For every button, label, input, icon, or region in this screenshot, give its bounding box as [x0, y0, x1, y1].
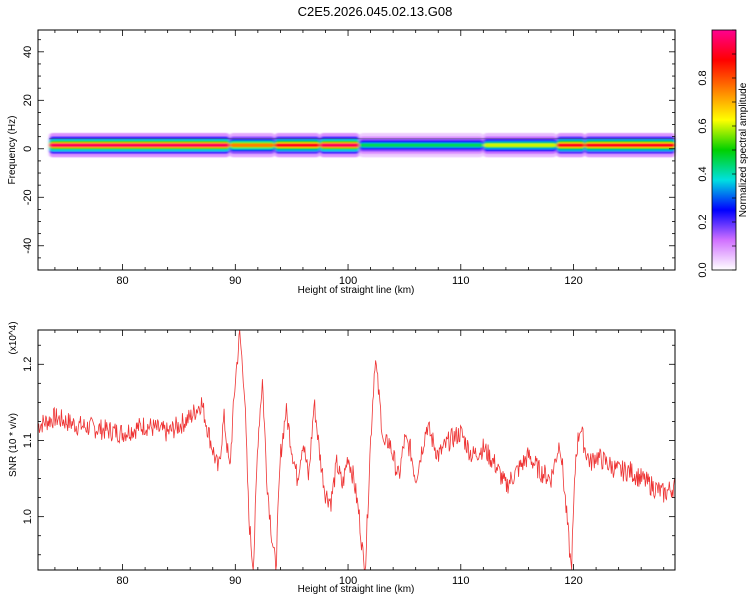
- colorbar-ticks: 0.0 0.2 0.4 0.6 0.8: [697, 29, 736, 278]
- band-segment-3-layer-5: [319, 143, 360, 147]
- spectrogram-plot-area: [49, 133, 675, 158]
- snr-y-tick-label: 1.0: [22, 509, 34, 524]
- snr-x-tick-label: 100: [339, 575, 357, 587]
- snr-plot-area: [38, 330, 675, 570]
- spectrogram-y-tick-label: 40: [22, 46, 34, 58]
- band-segment-6-layer-5: [556, 143, 585, 147]
- snr-y-ticks: 1.0 1.1 1.2: [22, 344, 675, 556]
- snr-y-tick-label: 1.2: [22, 357, 34, 372]
- spectrogram-y-tick-label: 20: [22, 94, 34, 106]
- spectrogram-x-tick-label: 110: [452, 275, 470, 287]
- spectrogram-x-axis-label: Height of straight line (km): [298, 285, 415, 296]
- snr-series-line: [38, 330, 675, 570]
- spectrogram-y-axis-label: Frequency (Hz): [7, 116, 18, 185]
- band-segment-5-layer-5: [483, 143, 557, 147]
- band-segment-7-layer-5: [584, 143, 675, 147]
- colorbar-tick-label: 0.6: [697, 118, 709, 133]
- snr-frame: [37, 329, 676, 571]
- band-segment-0-layer-5: [49, 143, 230, 147]
- spectrogram-y-tick-label: 0: [22, 146, 34, 152]
- colorbar-tick-label: 0.0: [697, 262, 709, 277]
- band-segment-2-layer-5: [274, 143, 320, 147]
- snr-x-ticks: 80 90 100 110 120: [54, 330, 665, 587]
- spectrogram-y-tick-label: -40: [22, 238, 34, 254]
- spectrogram-x-tick-label: 100: [339, 275, 357, 287]
- snr-panel: 80 90 100 110 120 1.0 1.1 1.2 Height of straig…: [8, 321, 676, 595]
- snr-y-multiplier: (x10^4): [8, 321, 19, 354]
- colorbar: 0.0 0.2 0.4 0.6 0.8 Normalized spectral ampl…: [697, 29, 749, 278]
- band-segment-4-layer-5: [359, 143, 484, 147]
- spectral-band: [49, 133, 675, 158]
- colorbar-tick-label: 0.2: [697, 214, 709, 229]
- spectrogram-y-tick-label: -20: [22, 189, 34, 205]
- page-title: C2E5.2026.045.02.13.G08: [297, 4, 453, 19]
- band-segment-1-layer-5: [229, 143, 275, 147]
- spectrogram-x-tick-label: 120: [564, 275, 582, 287]
- colorbar-label: Normalized spectral amplitude: [738, 82, 749, 217]
- snr-x-axis-label: Height of straight line (km): [298, 584, 415, 595]
- snr-x-tick-label: 90: [229, 575, 241, 587]
- colorbar-tick-label: 0.8: [697, 70, 709, 85]
- colorbar-tick-label: 0.4: [697, 166, 709, 181]
- snr-y-tick-label: 1.1: [22, 433, 34, 448]
- spectrogram-frame: [37, 29, 676, 271]
- spectrogram-x-tick-label: 80: [116, 275, 128, 287]
- spectrogram-panel: 80 90 100 110 120 -40 -20 0 20 40 Height of stra…: [7, 29, 676, 296]
- spectrogram-y-ticks: -40 -20 0 20 40: [22, 39, 675, 271]
- snr-y-axis-label: SNR (10 * v/v): [8, 413, 19, 477]
- spectrogram-x-tick-label: 90: [229, 275, 241, 287]
- snr-x-tick-label: 110: [452, 575, 470, 587]
- snr-x-tick-label: 80: [116, 575, 128, 587]
- snr-x-tick-label: 120: [564, 575, 582, 587]
- spectrogram-x-ticks: 80 90 100 110 120: [54, 30, 665, 287]
